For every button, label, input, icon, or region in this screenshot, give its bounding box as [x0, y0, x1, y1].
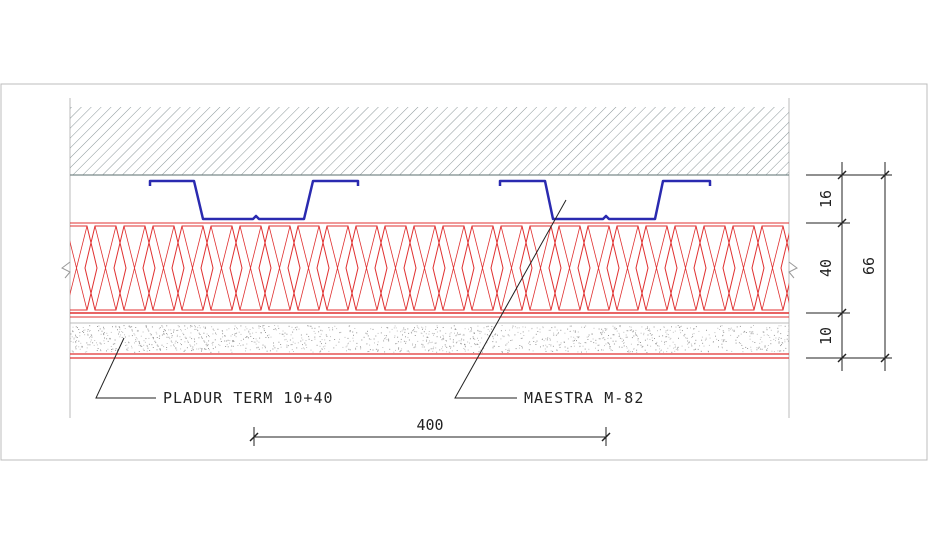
spacing-dimension [249, 427, 611, 446]
break-symbol-right [788, 261, 798, 279]
vertical-dimensions [806, 162, 892, 371]
channel-dimension-value: 16 [817, 190, 835, 208]
insulation-dimension-value: 40 [817, 259, 835, 277]
total-dimension-value: 66 [860, 257, 878, 275]
gypsum-board [70, 322, 789, 359]
insulation-layer [70, 225, 789, 311]
maestra-label: MAESTRA M-82 [524, 389, 644, 407]
break-symbol-left [61, 261, 71, 279]
board-dimension-value: 10 [817, 327, 835, 345]
pladur-leader-line [95, 337, 156, 399]
maestra-profile-2 [498, 179, 712, 221]
maestra-profile-1 [148, 179, 360, 221]
spacing-dimension-value: 400 [416, 416, 443, 434]
maestra-leader-line [454, 199, 567, 399]
drawing-frame [0, 83, 928, 461]
slab-hatch [70, 107, 789, 176]
pladur-label: PLADUR TERM 10+40 [163, 389, 334, 407]
